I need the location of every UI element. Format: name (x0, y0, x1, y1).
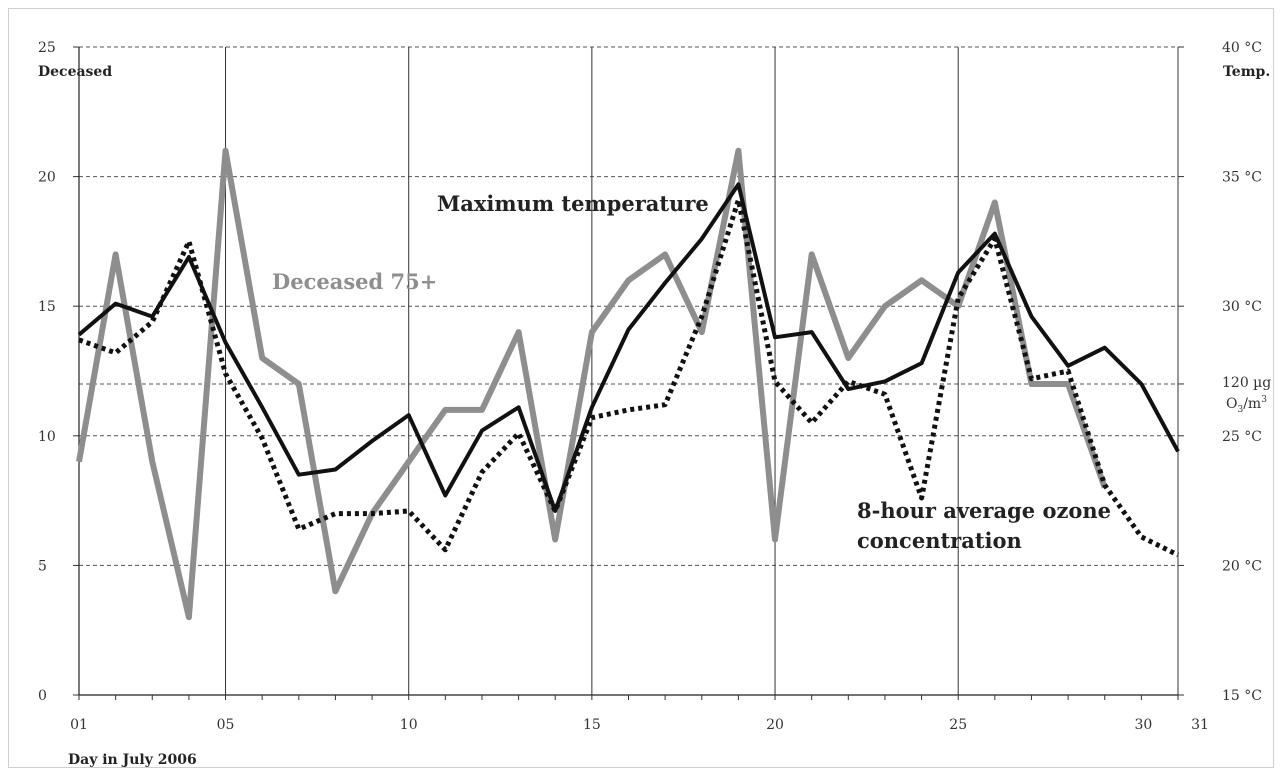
ozone-unit-sub: 3 (1237, 405, 1243, 415)
right-axis-title: Temp. (1223, 64, 1270, 80)
right-tick-label-2: 25 °C (1222, 429, 1262, 445)
right-tick-label-5: 40 °C (1222, 40, 1262, 56)
annotation-temperature: Maximum temperature (437, 191, 709, 216)
right-tick-label-3: 30 °C (1222, 299, 1262, 315)
ozone-unit-o: O (1226, 396, 1237, 412)
ozone-threshold-line2: O3/m3 (1226, 395, 1267, 415)
x-tick-label-20: 20 (766, 717, 784, 733)
right-tick-label-0: 15 °C (1222, 688, 1262, 704)
right-axis-labels: Temp. 15 °C 20 °C 25 °C 30 °C 35 °C 40 °C (1222, 40, 1270, 704)
ozone-threshold-line1: 120 µg (1222, 375, 1271, 391)
chart-frame (8, 8, 1274, 768)
left-tick-label-0: 0 (38, 688, 47, 704)
left-tick-label-10: 10 (38, 429, 56, 445)
x-tick-label-10: 10 (400, 717, 418, 733)
x-tick-label-25: 25 (949, 717, 967, 733)
series-line-maximum-temperature (77, 182, 1180, 513)
x-tick-label-30: 30 (1134, 717, 1152, 733)
x-tick-labels: 01 05 10 15 20 25 30 31 (70, 717, 1209, 733)
annotation-deceased: Deceased 75+ (272, 269, 437, 294)
right-tick-label-1: 20 °C (1222, 558, 1262, 574)
left-tick-label-15: 15 (38, 299, 56, 315)
annotation-ozone-line1: 8-hour average ozone (857, 498, 1111, 523)
left-tick-label-25: 25 (38, 40, 56, 56)
axes: 01 05 10 15 20 25 30 31 (70, 46, 1209, 733)
x-tick-label-05: 05 (217, 717, 235, 733)
x-tick-label-01: 01 (70, 717, 88, 733)
annotation-ozone-line2: concentration (857, 528, 1022, 553)
series-layer (76, 147, 1180, 621)
x-axis-label: Day in July 2006 (68, 752, 197, 768)
vertical-grid (225, 47, 1179, 695)
ozone-threshold-label: 120 µg O3/m3 (1222, 375, 1271, 415)
left-tick-label-5: 5 (38, 558, 47, 574)
left-tick-label-20: 20 (38, 170, 56, 186)
ozone-unit-m: /m (1243, 396, 1261, 412)
x-tick-label-31: 31 (1191, 717, 1209, 733)
series-line-8-hour-average-ozone-concentration (78, 197, 1180, 558)
x-tick-label-15: 15 (583, 717, 601, 733)
ozone-unit-sup: 3 (1261, 395, 1267, 405)
left-axis-labels: Deceased 0 5 10 15 20 25 (38, 40, 112, 704)
series-line-deceased-75 (76, 147, 1108, 621)
left-axis-title: Deceased (38, 64, 112, 80)
right-tick-label-4: 35 °C (1222, 170, 1262, 186)
